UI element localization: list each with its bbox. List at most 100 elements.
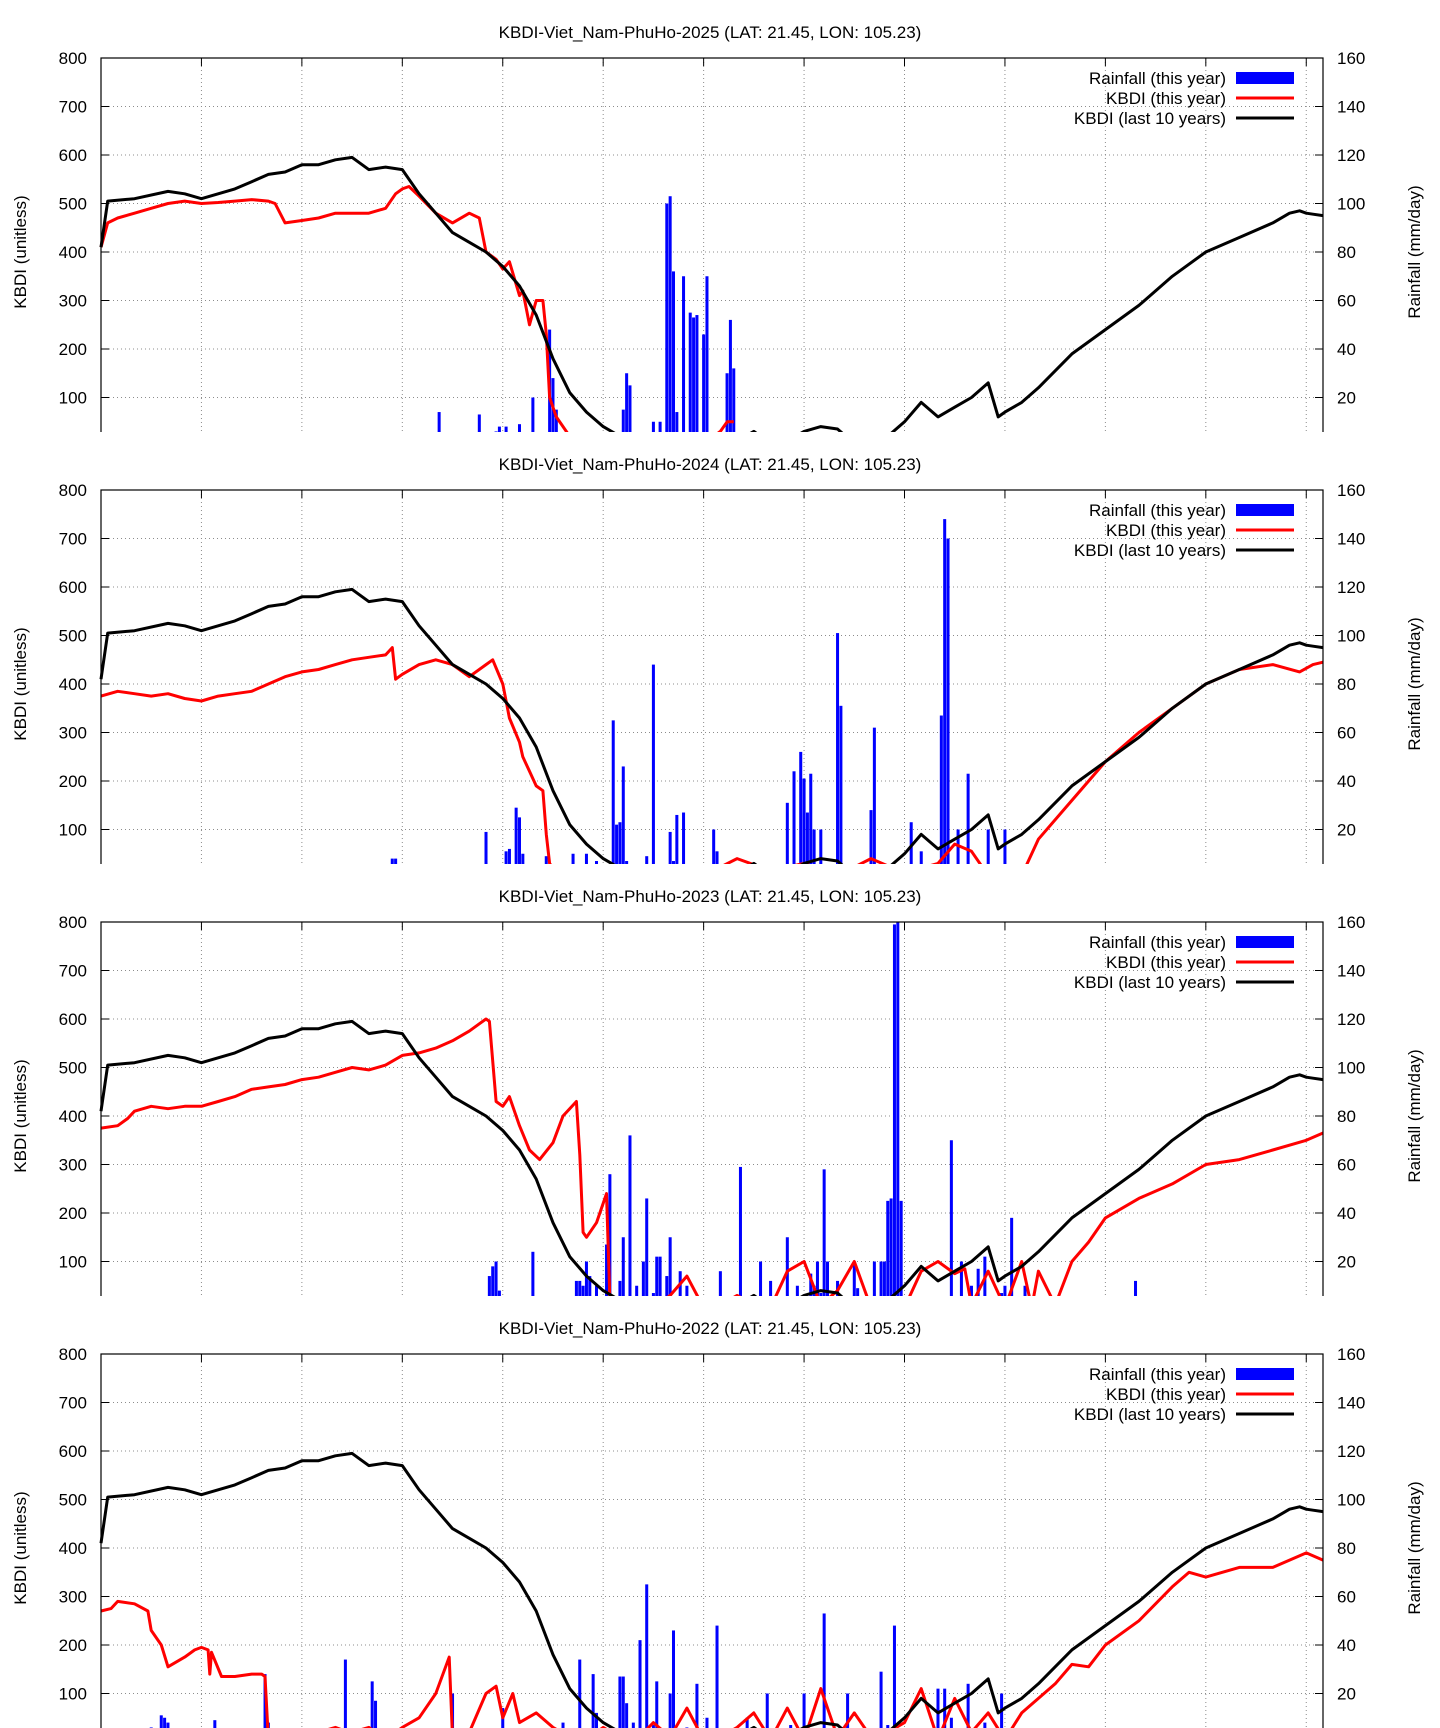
- rainfall-bar: [695, 1683, 699, 1728]
- rainfall-bar: [437, 412, 441, 432]
- rainfall-bar: [732, 368, 736, 432]
- rainfall-bar: [1003, 1285, 1007, 1296]
- rainfall-bar: [946, 538, 950, 864]
- y-tick-label: 800: [59, 49, 87, 68]
- rainfall-bar: [688, 312, 692, 432]
- rainfall-bar: [671, 271, 676, 432]
- rainfall-bar: [628, 1135, 632, 1296]
- rainfall-bar: [789, 1725, 793, 1728]
- y2-tick-label: 120: [1337, 578, 1365, 597]
- y-tick-label: 600: [59, 1442, 87, 1461]
- legend: Rainfall (this year)KBDI (this year)KBDI…: [1074, 501, 1294, 560]
- rainfall-bar: [611, 720, 615, 864]
- rainfall-bar: [645, 1584, 649, 1728]
- kbdi-this-year-line: [100, 1017, 1324, 1296]
- rainfall-bar: [879, 1261, 883, 1296]
- rainfall-bar: [517, 817, 521, 864]
- rainfall-bar: [943, 519, 947, 864]
- legend-key-rainfall: [1236, 504, 1294, 516]
- rainfall-bar: [715, 1625, 719, 1728]
- kbdi-this-year-line: [100, 1551, 1324, 1728]
- rainfall-bar: [976, 1268, 980, 1296]
- rainfall-bar: [718, 1271, 722, 1296]
- rainfall-bar: [608, 1174, 612, 1296]
- rainfall-bar: [983, 1722, 987, 1728]
- rainfall-bar: [825, 1261, 830, 1296]
- rainfall-bar: [591, 1674, 595, 1728]
- rainfall-bar: [668, 1237, 672, 1296]
- y2-tick-label: 60: [1337, 292, 1356, 311]
- chart-panel-1: KBDI-Viet_Nam-PhuHo-2024 (LAT: 21.45, LO…: [11, 455, 1424, 864]
- rainfall-bar: [594, 1712, 599, 1728]
- plot-frame: [100, 489, 1324, 864]
- y2-tick-label: 40: [1337, 340, 1356, 359]
- rainfall-bar: [836, 633, 840, 864]
- rainfall-bars: [437, 196, 736, 432]
- chart-title: KBDI-Viet_Nam-PhuHo-2023 (LAT: 21.45, LO…: [499, 887, 922, 906]
- rainfall-bar: [574, 1280, 578, 1296]
- y-tick-label: 500: [59, 627, 87, 646]
- rainfall-bar: [655, 1681, 659, 1728]
- rainfall-bar: [986, 829, 990, 864]
- y-tick-label: 700: [59, 962, 87, 981]
- y2-tick-label: 140: [1337, 98, 1365, 117]
- rainfall-bar: [879, 1671, 883, 1728]
- rainfall-bar: [159, 1715, 163, 1728]
- rainfall-bar: [692, 317, 696, 432]
- rainfall-bar: [651, 421, 655, 432]
- rainfall-bar: [651, 1293, 655, 1296]
- rainfall-bar: [631, 1722, 635, 1728]
- rainfall-bar: [594, 1285, 599, 1296]
- y-tick-label: 700: [59, 98, 87, 117]
- y2-tick-label: 160: [1337, 913, 1365, 932]
- legend-label: KBDI (this year): [1106, 521, 1226, 540]
- y2-tick-label: 40: [1337, 772, 1356, 791]
- rainfall-bar: [822, 1613, 826, 1728]
- rainfall-bar: [882, 1261, 886, 1296]
- rainfall-bar: [899, 1200, 903, 1296]
- y-axis-label: KBDI (unitless): [11, 627, 30, 740]
- rainfall-bar: [668, 831, 672, 864]
- rainfall-bar: [785, 1237, 789, 1296]
- y-tick-label: 600: [59, 578, 87, 597]
- rainfall-bar: [705, 1717, 709, 1728]
- rainfall-bar: [695, 315, 699, 432]
- rainfall-bar: [584, 1261, 588, 1296]
- y-tick-label: 800: [59, 913, 87, 932]
- y2-tick-label: 100: [1337, 1491, 1365, 1510]
- rainfall-bar: [671, 861, 676, 864]
- y2-axis-label: Rainfall (mm/day): [1405, 617, 1424, 750]
- y2-tick-label: 140: [1337, 1394, 1365, 1413]
- rainfall-bar: [856, 1288, 860, 1296]
- kbdi-this-year-line: [99, 185, 734, 432]
- rainfall-bar: [869, 810, 873, 864]
- rainfall-bar: [544, 856, 548, 864]
- y-tick-label: 400: [59, 1539, 87, 1558]
- rainfall-bar: [822, 1169, 826, 1296]
- rainfall-bar: [484, 831, 488, 864]
- y2-axis-label: Rainfall (mm/day): [1405, 185, 1424, 318]
- rainfall-bar: [615, 824, 619, 864]
- rainfall-bar: [889, 1198, 893, 1296]
- rainfall-bar: [809, 773, 813, 864]
- rainfall-bar: [668, 1693, 672, 1728]
- rainfall-bar: [504, 426, 508, 432]
- y2-tick-label: 60: [1337, 724, 1356, 743]
- rainfall-bar: [682, 812, 686, 864]
- y-tick-label: 100: [59, 1685, 87, 1704]
- rainfall-bar: [655, 1256, 659, 1296]
- rainfall-bar: [578, 1280, 582, 1296]
- legend-label: KBDI (this year): [1106, 1385, 1226, 1404]
- legend-label: KBDI (last 10 years): [1074, 109, 1226, 128]
- y2-axis-label: Rainfall (mm/day): [1405, 1481, 1424, 1614]
- grid-lines: [101, 58, 1323, 432]
- rainfall-bar: [494, 1261, 498, 1296]
- rainfall-bar: [487, 1276, 491, 1296]
- rainfall-bar: [625, 373, 629, 432]
- y-tick-label: 200: [59, 772, 87, 791]
- y2-tick-label: 120: [1337, 146, 1365, 165]
- chart-title: KBDI-Viet_Nam-PhuHo-2022 (LAT: 21.45, LO…: [499, 1319, 922, 1338]
- y-tick-label: 100: [59, 389, 87, 408]
- rainfall-bar: [645, 856, 649, 864]
- rainfall-bar: [745, 1717, 749, 1728]
